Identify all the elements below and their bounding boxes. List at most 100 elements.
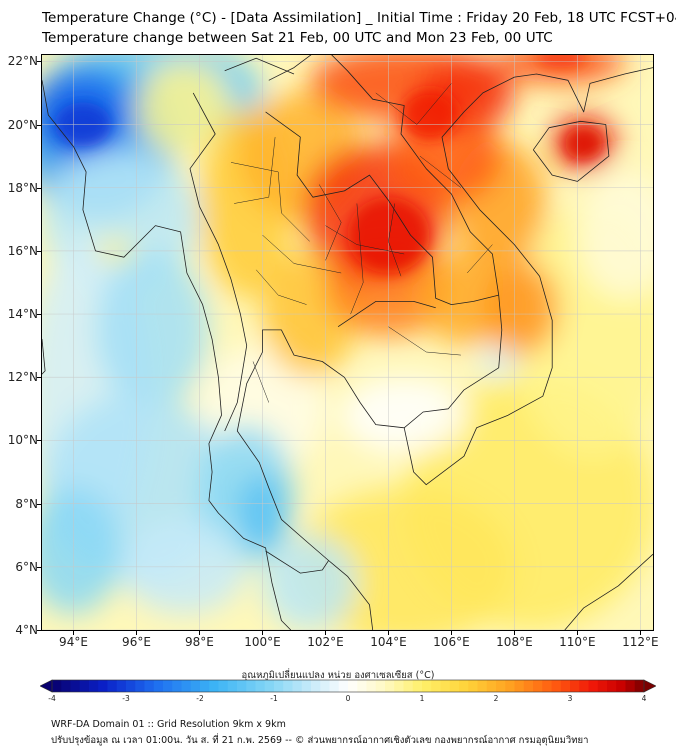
colorbar-segment — [89, 680, 99, 692]
colorbar-segment — [496, 680, 506, 692]
colorbar-segment — [144, 680, 155, 692]
colorbar-segment — [274, 680, 284, 692]
lon-label: 98°E — [185, 635, 214, 649]
lat-label: 16°N — [7, 243, 38, 258]
colorbar-segment — [283, 680, 293, 692]
province-boundary — [467, 244, 493, 274]
lat-label: 22°N — [7, 54, 38, 69]
lon-tick — [325, 631, 327, 635]
coastline-east — [236, 67, 653, 630]
colorbar-segment — [579, 680, 589, 692]
colorbar-segment — [107, 680, 118, 692]
colorbar-segment — [52, 680, 62, 692]
colorbar-segment — [329, 680, 340, 692]
colorbar-segment — [366, 680, 377, 692]
footer-model-info: WRF-DA Domain 01 :: Grid Resolution 9km … — [51, 719, 286, 730]
lon-label: 110°E — [559, 635, 596, 649]
colorbar-outline — [51, 679, 645, 693]
footer-credit: ปรับปรุงข้อมูล ณ เวลา 01:00น. วัน ส. ที่… — [51, 735, 589, 746]
map-panel[interactable] — [41, 54, 654, 631]
colorbar-segment — [172, 680, 182, 692]
colorbar-tick-label: -1 — [270, 694, 278, 703]
colorbar-segment — [163, 680, 173, 692]
colorbar-segment — [255, 680, 266, 692]
colorbar-max-extend — [643, 679, 656, 693]
colorbar-segment — [560, 680, 571, 692]
hainan-island — [532, 120, 610, 182]
colorbar-segment — [209, 680, 219, 692]
lat-tick — [37, 124, 41, 126]
border-myanmar-thailand — [189, 92, 248, 432]
province-boundary — [419, 155, 462, 188]
lon-label: 106°E — [433, 635, 470, 649]
province-boundary — [388, 326, 461, 356]
chart-title: Temperature Change (°C) - [Data Assimila… — [42, 10, 676, 26]
lat-label: 14°N — [7, 307, 38, 322]
colorbar-segment — [449, 680, 460, 692]
lat-tick — [37, 630, 41, 631]
lon-tick — [199, 631, 201, 635]
colorbar-segment — [292, 680, 303, 692]
lon-tick — [640, 631, 642, 635]
coastline-west — [42, 80, 292, 630]
temperature-field — [42, 55, 653, 630]
temperature-change-map — [42, 55, 653, 630]
colorbar-segment — [153, 680, 164, 692]
colorbar-segment — [625, 680, 636, 692]
lat-tick — [37, 314, 41, 316]
colorbar-segment — [301, 680, 312, 692]
colorbar-segment — [116, 680, 127, 692]
colorbar-segment — [338, 680, 349, 692]
border-cambodia-vietnam — [403, 295, 503, 429]
lat-tick — [37, 440, 41, 442]
colorbar-segment — [190, 680, 201, 692]
lon-label: 102°E — [307, 635, 344, 649]
lat-tick — [37, 377, 41, 379]
province-boundary — [234, 137, 276, 204]
lat-tick — [37, 503, 41, 505]
lat-tick — [37, 187, 41, 189]
lat-label: 4°N — [15, 623, 38, 637]
lat-tick — [37, 250, 41, 252]
lat-label: 6°N — [15, 559, 38, 574]
colorbar-segment — [468, 680, 478, 692]
colorbar-segment — [311, 680, 321, 692]
andaman-islands — [42, 338, 46, 375]
colorbar-segment — [403, 680, 414, 692]
colorbar-segment — [385, 680, 395, 692]
colorbar-segment — [394, 680, 404, 692]
lat-tick — [37, 61, 41, 63]
lon-tick — [451, 631, 453, 635]
borneo-coast — [564, 553, 653, 630]
province-boundary — [256, 269, 307, 305]
colorbar-segment — [70, 680, 81, 692]
colorbar-segment — [486, 680, 497, 692]
border-china-myanmar — [224, 57, 295, 75]
lon-label: 94°E — [59, 635, 88, 649]
colorbar-segment — [357, 680, 367, 692]
colorbar-segment — [218, 680, 229, 692]
colorbar-segment — [440, 680, 451, 692]
colorbar-segment — [459, 680, 469, 692]
lat-label: 20°N — [7, 117, 38, 132]
colorbar-tick-label: -3 — [122, 694, 130, 703]
colorbar-segment — [320, 680, 330, 692]
colorbar-segment — [98, 680, 108, 692]
colorbar-segment — [551, 680, 562, 692]
province-boundary — [252, 361, 270, 403]
lat-label: 12°N — [7, 370, 38, 385]
colorbar-segment — [375, 680, 386, 692]
colorbar-segment — [79, 680, 90, 692]
colorbar-tick-label: 2 — [493, 694, 499, 703]
province-boundary — [350, 203, 364, 315]
colorbar-segment — [597, 680, 608, 692]
province-boundary — [318, 184, 342, 261]
lon-tick — [514, 631, 516, 635]
lon-label: 100°E — [244, 635, 281, 649]
province-boundary — [230, 162, 310, 242]
colorbar-title: อุณหภูมิเปลี่ยนแปลง หน่วย องศาเซลเซียส (… — [241, 670, 435, 681]
colorbar-tick-label: 1 — [419, 694, 425, 703]
colorbar-tick-label: 0 — [345, 694, 351, 703]
colorbar-segment — [523, 680, 534, 692]
lat-label: 18°N — [7, 180, 38, 195]
